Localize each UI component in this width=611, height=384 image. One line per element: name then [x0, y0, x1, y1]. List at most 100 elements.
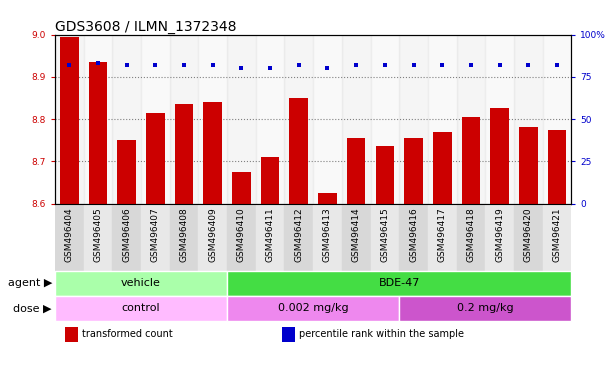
Bar — [141, 35, 170, 204]
Bar — [490, 109, 509, 204]
Text: GSM496409: GSM496409 — [208, 207, 218, 262]
Bar — [404, 138, 423, 204]
Bar — [290, 98, 308, 204]
Point — [179, 62, 189, 68]
Bar — [485, 204, 514, 271]
Text: GDS3608 / ILMN_1372348: GDS3608 / ILMN_1372348 — [55, 20, 236, 33]
Text: GSM496421: GSM496421 — [552, 207, 562, 262]
Bar — [227, 204, 256, 271]
Bar — [117, 140, 136, 204]
Text: GSM496413: GSM496413 — [323, 207, 332, 262]
Bar — [285, 204, 313, 271]
Point — [64, 62, 74, 68]
Bar — [461, 117, 480, 204]
Bar — [514, 204, 543, 271]
Text: 0.2 mg/kg: 0.2 mg/kg — [457, 303, 514, 313]
Bar — [370, 35, 399, 204]
Text: GSM496410: GSM496410 — [237, 207, 246, 262]
Point — [437, 62, 447, 68]
Bar — [342, 35, 370, 204]
Bar — [65, 327, 78, 342]
Bar — [282, 327, 295, 342]
Bar — [313, 35, 342, 204]
Bar — [428, 204, 456, 271]
Bar — [347, 138, 365, 204]
Text: GSM496417: GSM496417 — [437, 207, 447, 262]
Point — [265, 65, 275, 71]
Text: control: control — [122, 303, 160, 313]
Bar — [112, 204, 141, 271]
Point — [552, 62, 562, 68]
Bar — [456, 35, 485, 204]
Bar — [261, 157, 279, 204]
Point — [122, 62, 131, 68]
Bar — [399, 296, 571, 321]
Bar — [318, 193, 337, 204]
Bar — [514, 35, 543, 204]
Bar — [60, 37, 79, 204]
Text: agent ▶: agent ▶ — [7, 278, 52, 288]
Point — [524, 62, 533, 68]
Bar — [55, 296, 227, 321]
Text: transformed count: transformed count — [82, 329, 172, 339]
Text: GSM496416: GSM496416 — [409, 207, 418, 262]
Bar — [55, 271, 227, 296]
Bar — [227, 296, 399, 321]
Bar — [370, 204, 399, 271]
Bar — [519, 127, 538, 204]
Text: dose ▶: dose ▶ — [13, 303, 52, 313]
Text: percentile rank within the sample: percentile rank within the sample — [299, 329, 464, 339]
Text: GSM496415: GSM496415 — [380, 207, 389, 262]
Text: GSM496407: GSM496407 — [151, 207, 160, 262]
Bar — [55, 204, 84, 271]
Bar — [89, 62, 108, 204]
Bar — [175, 104, 194, 204]
Bar — [543, 35, 571, 204]
Bar — [547, 129, 566, 204]
Bar — [170, 35, 199, 204]
Point — [495, 62, 505, 68]
Bar — [313, 204, 342, 271]
Bar — [227, 271, 571, 296]
Bar — [55, 35, 84, 204]
Text: GSM496420: GSM496420 — [524, 207, 533, 262]
Text: GSM496419: GSM496419 — [495, 207, 504, 262]
Bar — [399, 204, 428, 271]
Bar — [285, 35, 313, 204]
Text: GSM496414: GSM496414 — [352, 207, 360, 262]
Text: GSM496412: GSM496412 — [295, 207, 303, 262]
Point — [351, 62, 361, 68]
Point — [466, 62, 476, 68]
Bar — [203, 102, 222, 204]
Bar — [256, 204, 285, 271]
Bar — [227, 35, 256, 204]
Text: 0.002 mg/kg: 0.002 mg/kg — [278, 303, 348, 313]
Text: GSM496404: GSM496404 — [65, 207, 74, 262]
Point — [409, 62, 419, 68]
Bar — [399, 35, 428, 204]
Text: GSM496418: GSM496418 — [466, 207, 475, 262]
Bar — [199, 204, 227, 271]
Bar — [456, 204, 485, 271]
Bar — [256, 35, 285, 204]
Bar — [376, 147, 394, 204]
Point — [323, 65, 332, 71]
Bar — [170, 204, 199, 271]
Bar — [543, 204, 571, 271]
Point — [93, 60, 103, 66]
Text: GSM496405: GSM496405 — [93, 207, 103, 262]
Bar — [342, 204, 370, 271]
Text: GSM496408: GSM496408 — [180, 207, 189, 262]
Text: vehicle: vehicle — [121, 278, 161, 288]
Bar — [232, 172, 251, 204]
Point — [294, 62, 304, 68]
Bar — [141, 204, 170, 271]
Bar — [146, 113, 165, 204]
Bar — [84, 35, 112, 204]
Text: GSM496406: GSM496406 — [122, 207, 131, 262]
Text: GSM496411: GSM496411 — [266, 207, 274, 262]
Point — [150, 62, 160, 68]
Point — [236, 65, 246, 71]
Text: BDE-47: BDE-47 — [378, 278, 420, 288]
Bar — [199, 35, 227, 204]
